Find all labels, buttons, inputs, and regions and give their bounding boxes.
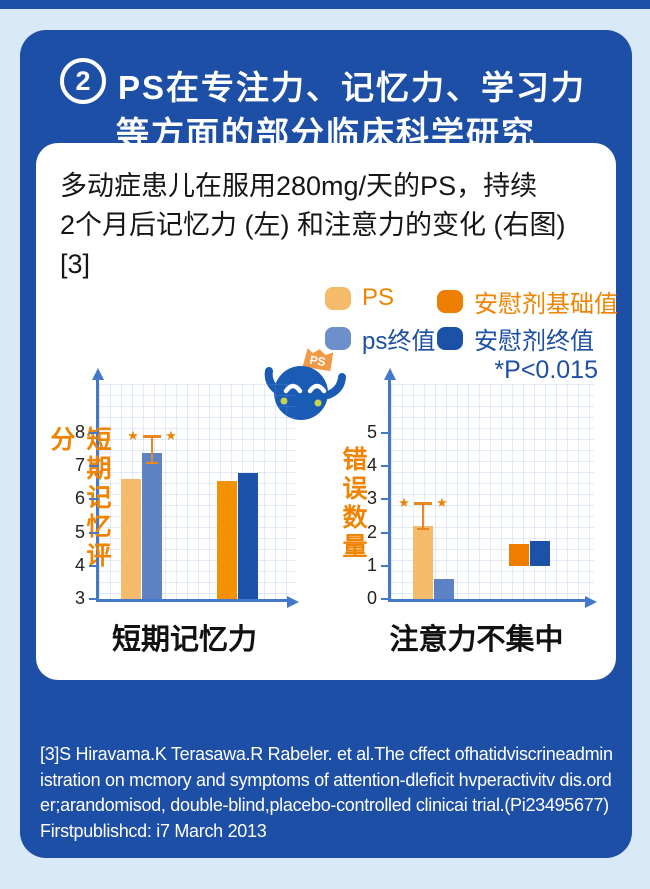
y-axis-tick	[89, 598, 99, 600]
bar-1	[413, 525, 433, 599]
reference-citation: [3]S Hiravama.K Terasawa.R Rabeler. et a…	[40, 744, 613, 841]
mascot-flag-label: PS	[309, 353, 327, 369]
error-bar	[151, 436, 153, 463]
y-axis-tick	[89, 564, 99, 567]
x-axis	[388, 599, 586, 602]
mascot-left-eye	[283, 383, 303, 394]
y-axis-tick	[89, 531, 99, 534]
mascot-right-cheek	[314, 399, 322, 407]
legend-label: 安慰剂基础值	[474, 291, 618, 318]
mascot-right-eye	[307, 383, 327, 394]
error-bar-bottom-cap	[146, 461, 158, 464]
legend-item: 安慰剂终值	[437, 321, 594, 356]
mascot-left-cheek	[280, 397, 288, 405]
y-axis-tick-label: 3	[74, 588, 85, 608]
y-axis-tick-label: 8	[74, 422, 85, 442]
legend-label: ps终值	[362, 328, 436, 355]
bar-chart-attention-errors: 错误数量 注意力不集中 0 1 2 3 4 5 ★ ★	[339, 368, 597, 656]
ps-flag-icon: PS	[302, 348, 334, 372]
significance-star-icon: ★	[127, 428, 139, 444]
y-axis-tick	[381, 465, 391, 468]
chart-title: 短期记忆力	[111, 624, 257, 656]
y-axis-tick	[89, 498, 99, 501]
top-border-strip	[0, 0, 650, 9]
bar-4	[530, 540, 550, 566]
legend-label: 安慰剂终值	[474, 328, 594, 355]
error-bar-bottom-cap	[417, 528, 429, 531]
y-axis-tick	[381, 531, 391, 534]
bar-1	[121, 479, 141, 599]
section-number: 2	[75, 65, 91, 96]
mascot-right-arm	[324, 373, 346, 399]
y-axis-tick-label: 4	[366, 455, 377, 476]
y-axis-tick	[89, 432, 99, 434]
legend-swatch	[437, 290, 463, 313]
error-bar	[422, 502, 424, 530]
significance-star-icon: ★	[436, 494, 448, 510]
section-number-badge: 2	[60, 58, 106, 104]
bar-3	[509, 544, 529, 566]
y-axis-arrow-icon	[92, 368, 104, 380]
bar-2	[142, 452, 162, 599]
content-card: 多动症患儿在服用280mg/天的PS，持续 2个月后记忆力 (左) 和注意力的变…	[36, 143, 618, 680]
y-axis-tick-label: 6	[74, 488, 85, 509]
bar-2	[434, 579, 454, 599]
bar-4	[238, 472, 258, 599]
y-axis-tick-label: 0	[366, 588, 377, 608]
p-value-annotation: *P<0.015	[494, 356, 598, 384]
y-axis-tick-label: 1	[366, 554, 377, 575]
error-bar-top-cap	[143, 435, 161, 439]
y-axis-tick-label: 7	[74, 455, 85, 476]
y-axis-title: 错误数量	[339, 446, 367, 562]
chart-title: 注意力不集中	[389, 624, 564, 656]
y-axis-tick-label: 4	[74, 554, 85, 575]
y-axis	[96, 379, 99, 599]
legend-swatch	[325, 286, 351, 310]
bar-3	[217, 481, 237, 599]
y-axis-tick	[381, 432, 391, 434]
main-panel: 2 PS在专注力、记忆力、学习力 等方面的部分临床科学研究 多动症患儿在服用28…	[20, 30, 632, 858]
x-axis	[96, 599, 288, 602]
y-axis-tick-label: 5	[366, 422, 377, 442]
y-axis-tick	[89, 465, 99, 468]
legend-swatch	[325, 327, 351, 350]
y-axis-tick-label: 3	[366, 488, 377, 509]
ps-mascot-illustration: PS	[264, 348, 346, 420]
significance-star-icon: ★	[165, 428, 177, 444]
description-line: [3]	[60, 249, 91, 279]
y-axis-tick	[381, 564, 391, 567]
legend-item: ps终值	[325, 321, 435, 356]
y-axis-tick	[381, 498, 391, 501]
description-line: 多动症患儿在服用280mg/天的PS，持续	[60, 171, 538, 201]
y-axis-tick-label: 5	[74, 521, 85, 542]
legend-item: 安慰剂基础值	[437, 284, 618, 319]
legend-item: PS	[325, 284, 394, 312]
legend-label: PS	[362, 284, 395, 311]
legend-swatch	[437, 327, 463, 350]
section-title-line1: PS在专注力、记忆力、学习力	[118, 69, 587, 106]
description-line: 2个月后记忆力 (左) 和注意力的变化 (右图)	[60, 210, 566, 240]
y-axis	[388, 379, 391, 599]
error-bar-top-cap	[414, 501, 432, 505]
x-axis-arrow-icon	[585, 596, 597, 608]
y-axis-tick-label: 2	[366, 521, 377, 542]
bar-chart-short-term-memory: 短期记忆评分 短期记忆力 3 4 5 6 7 8 ★ ★	[47, 368, 299, 656]
y-axis-tick	[381, 598, 391, 600]
x-axis-arrow-icon	[287, 596, 299, 608]
significance-star-icon: ★	[398, 494, 410, 510]
study-description: 多动症患儿在服用280mg/天的PS，持续 2个月后记忆力 (左) 和注意力的变…	[60, 167, 566, 284]
y-axis-arrow-icon	[384, 368, 396, 380]
